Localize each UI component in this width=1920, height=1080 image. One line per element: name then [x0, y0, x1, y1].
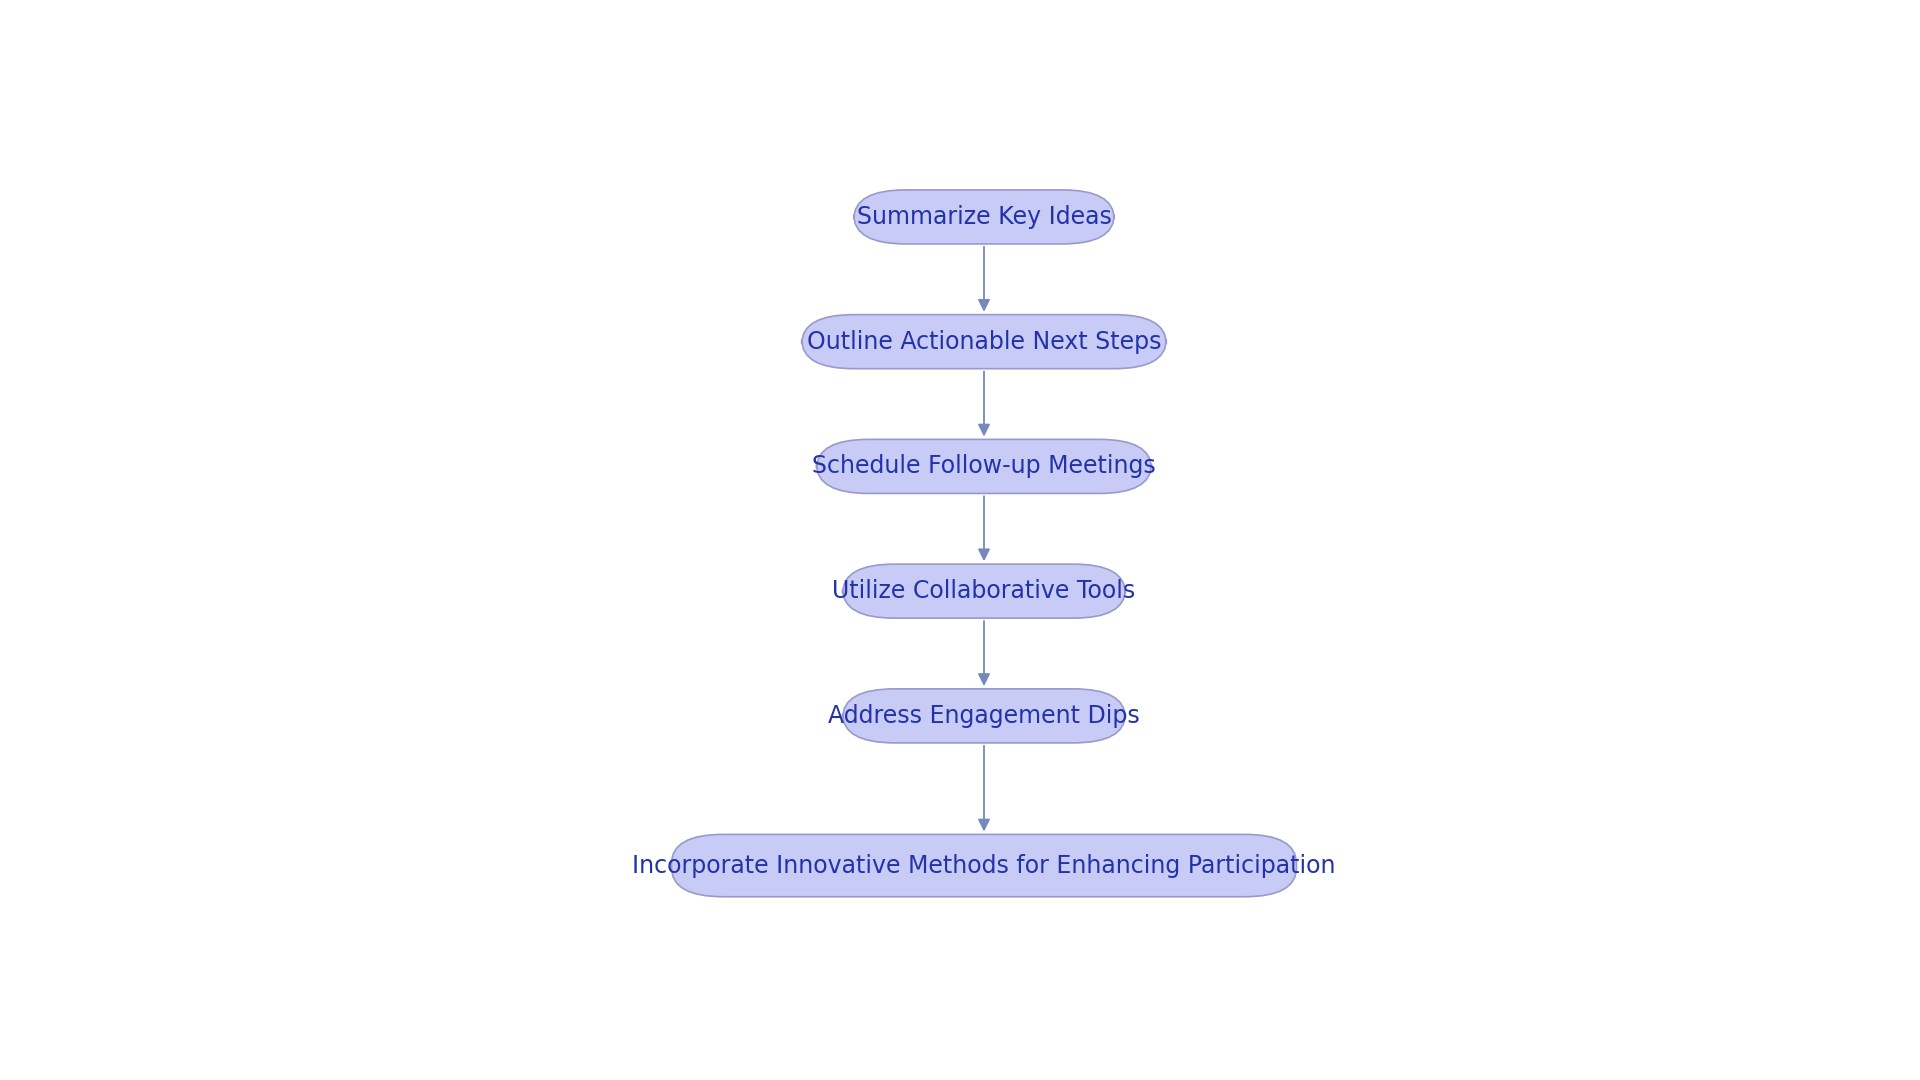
FancyBboxPatch shape [672, 835, 1296, 896]
Text: Address Engagement Dips: Address Engagement Dips [828, 704, 1140, 728]
FancyBboxPatch shape [816, 440, 1152, 494]
FancyBboxPatch shape [854, 190, 1114, 244]
Text: Summarize Key Ideas: Summarize Key Ideas [856, 205, 1112, 229]
Text: Schedule Follow-up Meetings: Schedule Follow-up Meetings [812, 455, 1156, 478]
FancyBboxPatch shape [843, 564, 1125, 618]
Text: Utilize Collaborative Tools: Utilize Collaborative Tools [833, 579, 1135, 603]
FancyBboxPatch shape [843, 689, 1125, 743]
Text: Outline Actionable Next Steps: Outline Actionable Next Steps [806, 329, 1162, 353]
FancyBboxPatch shape [803, 314, 1165, 368]
Text: Incorporate Innovative Methods for Enhancing Participation: Incorporate Innovative Methods for Enhan… [632, 853, 1336, 878]
